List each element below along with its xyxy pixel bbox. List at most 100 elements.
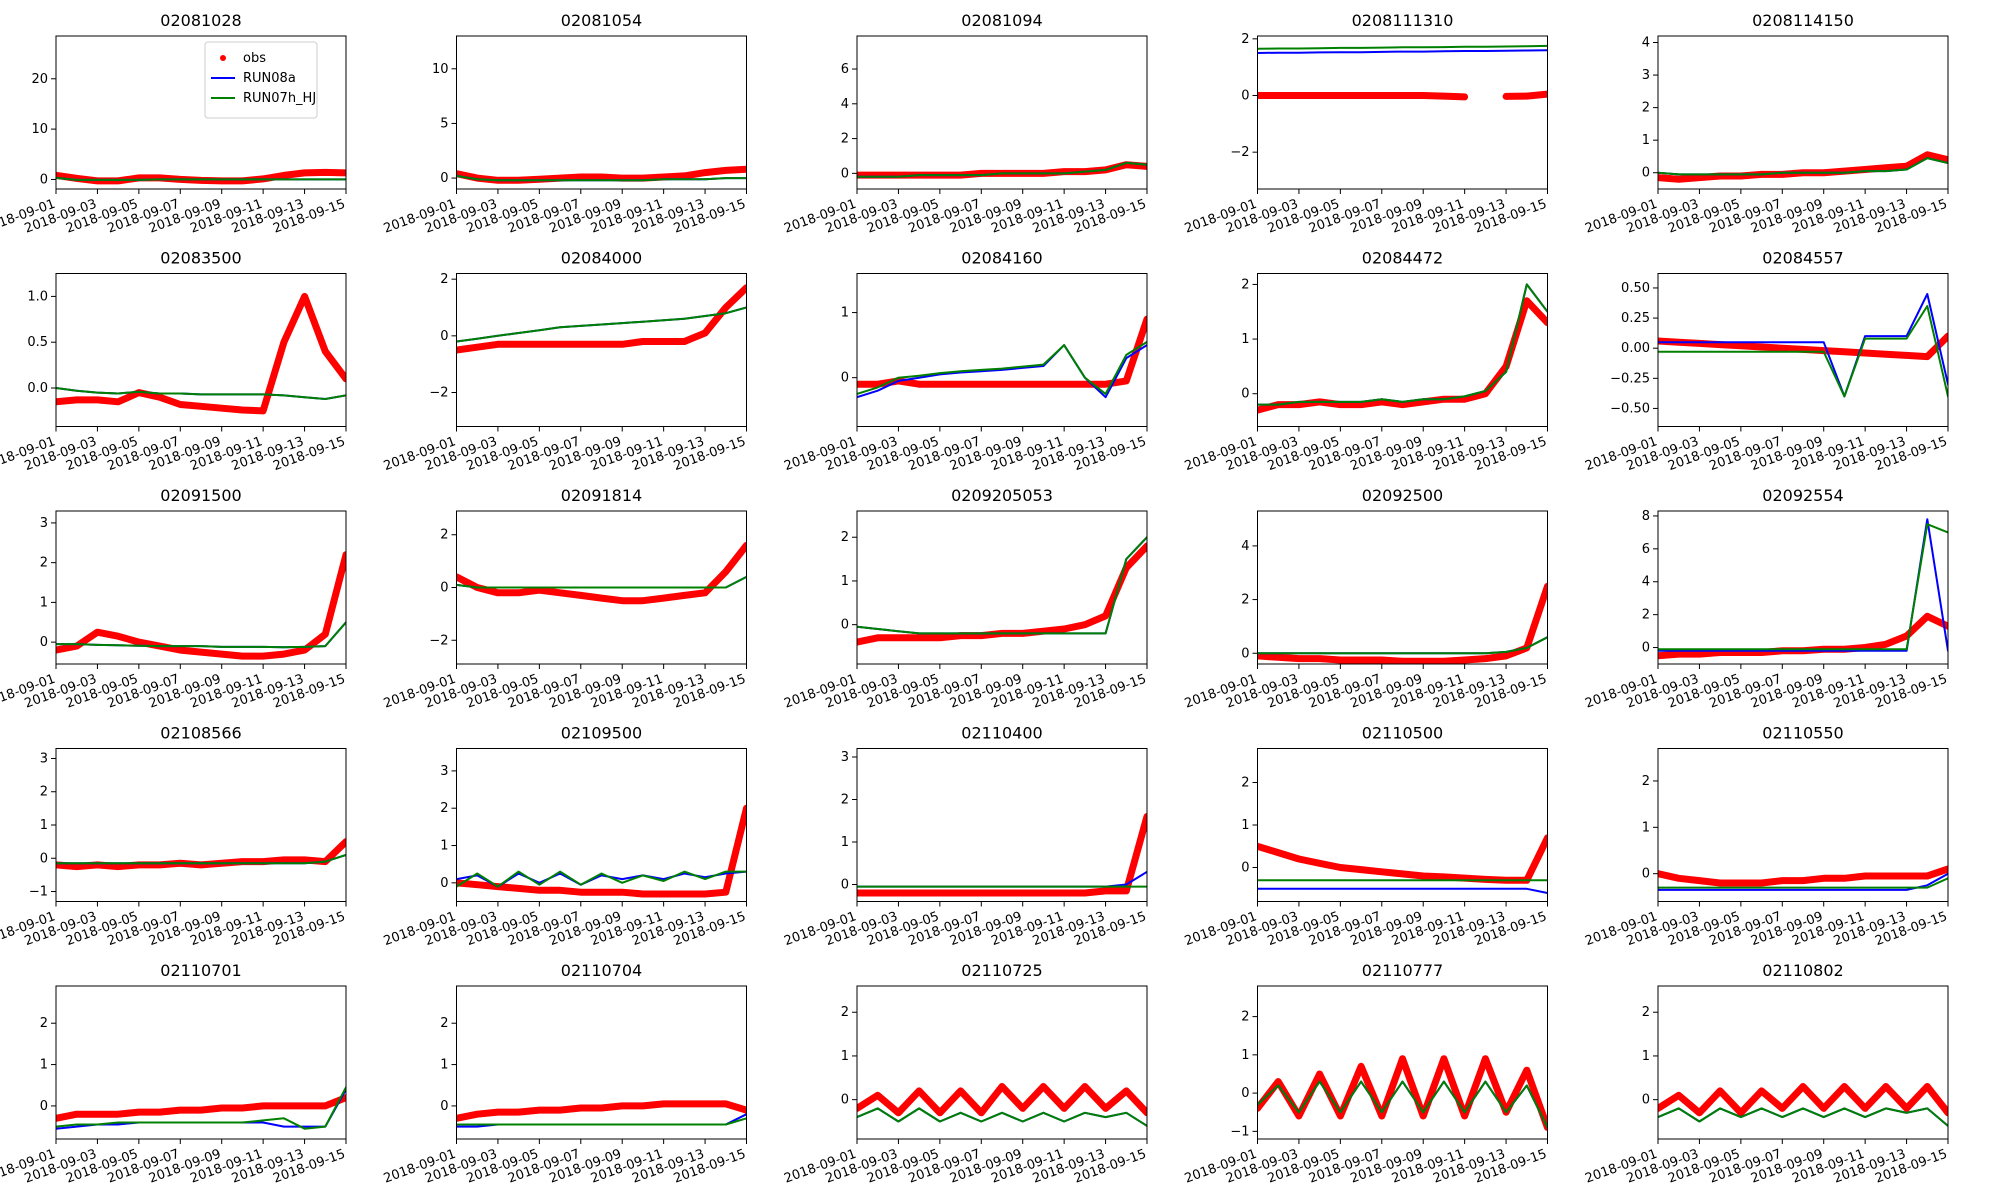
y-tick-label: 2 [40, 556, 48, 571]
y-tick-label: 4 [1241, 539, 1249, 554]
plot-frame [856, 35, 1148, 190]
series-line [1257, 636, 1548, 655]
series-line [857, 870, 1147, 888]
series-line [456, 174, 747, 182]
y-tick-label: 1 [1642, 1049, 1650, 1064]
y-tick-label: 2 [841, 1005, 849, 1020]
y-tick-label: 2 [1241, 1010, 1249, 1025]
y-tick-label: 2 [40, 785, 48, 800]
y-tick-label: 1 [40, 818, 48, 833]
series-line [1658, 305, 1948, 398]
y-tick-label: 0 [841, 371, 849, 386]
y-tick-label: 0 [40, 1099, 48, 1114]
plot-frame [1657, 748, 1949, 902]
series-line [56, 1086, 346, 1130]
plot-frame [856, 985, 1148, 1140]
plot-frame [856, 273, 1148, 427]
y-tick-label: 1 [841, 306, 849, 321]
obs-points [1257, 834, 1548, 884]
y-tick-label: 2 [1241, 776, 1249, 791]
obs-points [1257, 297, 1548, 414]
y-tick-label: 1 [1241, 1048, 1249, 1063]
y-tick-label: 0 [1642, 166, 1650, 181]
subplot-title: 02110400 [961, 724, 1042, 743]
series-line [857, 161, 1147, 178]
obs-points [56, 292, 346, 415]
y-tick-label: 0.50 [1621, 281, 1650, 296]
y-tick-label: 6 [841, 62, 849, 77]
subplot-title: 02110777 [1362, 961, 1443, 980]
plot-frame [456, 985, 747, 1140]
y-tick-label: 1 [440, 839, 448, 854]
y-tick-label: 2 [1241, 593, 1249, 608]
plot-frame [456, 273, 747, 427]
obs-points [456, 804, 747, 898]
series-line [56, 176, 346, 181]
plot-frame [456, 510, 747, 665]
obs-points [56, 1094, 346, 1122]
y-tick-label: 1 [1241, 332, 1249, 347]
y-tick-label: 0.00 [1621, 341, 1650, 356]
y-tick-label: 1 [841, 574, 849, 589]
series-line [1658, 518, 1948, 652]
y-tick-label: 0 [1241, 387, 1249, 402]
y-tick-label: 0.25 [1621, 311, 1650, 326]
series-line [1257, 49, 1548, 54]
y-tick-label: 0 [1642, 641, 1650, 656]
y-tick-label: 0 [440, 329, 448, 344]
y-tick-label: 2 [1241, 32, 1249, 47]
obs-points [56, 551, 346, 660]
y-tick-label: 8 [1642, 509, 1650, 524]
subplot-title: 02081028 [160, 11, 241, 30]
obs-points [1658, 332, 1948, 361]
y-tick-label: 2 [841, 132, 849, 147]
obs-points [1658, 151, 1948, 183]
obs-points [857, 1083, 1147, 1117]
obs-points [456, 284, 747, 354]
plot-frame [1257, 985, 1548, 1140]
subplot-title: 02110550 [1762, 724, 1843, 743]
y-tick-label: 0.0 [27, 381, 48, 396]
y-tick-label: 0 [1642, 1093, 1650, 1108]
series-line [56, 387, 346, 400]
y-tick-label: 0 [440, 581, 448, 596]
y-tick-label: 1 [1241, 818, 1249, 833]
series-line [456, 1117, 747, 1126]
series-line [456, 306, 747, 343]
y-tick-label: 2 [40, 1016, 48, 1031]
subplot-title: 02110500 [1362, 724, 1443, 743]
y-tick-label: 2 [1642, 608, 1650, 623]
y-tick-label: 0 [40, 635, 48, 650]
obs-points [456, 541, 747, 605]
y-tick-label: 0 [841, 878, 849, 893]
y-tick-label: 1 [1642, 820, 1650, 835]
series-line [857, 1107, 1147, 1127]
series-line [56, 621, 346, 649]
series-line [1257, 1080, 1548, 1129]
obs-points [1257, 1055, 1548, 1131]
y-tick-label: 3 [40, 516, 48, 531]
plot-frame [1657, 510, 1949, 665]
y-tick-label: 0 [1241, 89, 1249, 104]
obs-points [1658, 1083, 1948, 1117]
series-line [1257, 887, 1548, 894]
y-tick-label: 2 [1241, 277, 1249, 292]
subplot-title: 02092500 [1362, 486, 1443, 505]
subplot-title: 02084160 [961, 249, 1042, 268]
subplot-title: 02081094 [961, 11, 1042, 30]
series-line [857, 340, 1147, 395]
series-line [1257, 44, 1548, 50]
obs-points [56, 838, 346, 871]
legend-label: obs [243, 51, 266, 66]
obs-points [857, 542, 1147, 646]
plot-frame [55, 35, 347, 190]
obs-points [857, 315, 1147, 388]
y-tick-label: 1 [1642, 133, 1650, 148]
y-tick-label: −2 [1230, 145, 1249, 160]
y-tick-label: 1.0 [27, 289, 48, 304]
y-tick-label: 4 [841, 97, 849, 112]
plot-frame [1257, 748, 1548, 902]
subplot-title: 0209205053 [951, 486, 1053, 505]
y-tick-label: 2 [440, 272, 448, 287]
